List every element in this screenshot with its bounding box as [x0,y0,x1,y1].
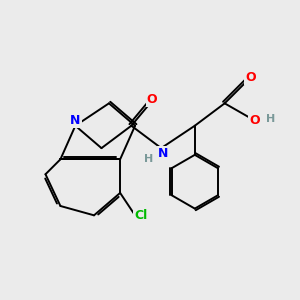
Text: N: N [158,147,168,160]
Text: O: O [249,114,260,127]
Text: O: O [245,71,256,84]
Text: H: H [266,114,275,124]
Text: O: O [147,93,157,106]
Text: H: H [143,154,153,164]
Text: Cl: Cl [134,209,147,222]
Text: N: N [70,114,80,127]
